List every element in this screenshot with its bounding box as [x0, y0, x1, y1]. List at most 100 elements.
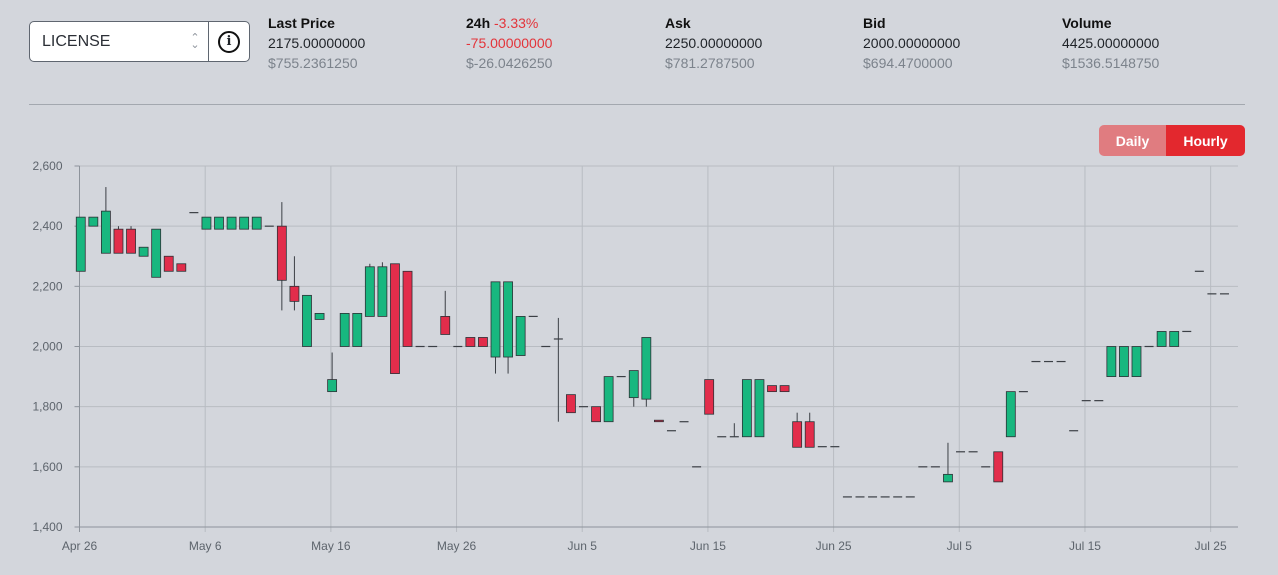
candle-body	[792, 421, 803, 448]
candle-body	[364, 266, 375, 317]
select-divider	[208, 22, 209, 61]
candle-body	[1106, 346, 1117, 377]
candle-body	[641, 337, 652, 400]
candle	[163, 255, 174, 272]
candle	[339, 313, 350, 347]
candle-body	[478, 337, 488, 347]
candle	[226, 216, 237, 230]
candle-body	[653, 419, 664, 423]
candle	[151, 228, 162, 278]
candle-body	[1119, 346, 1129, 377]
chevron-up-down-icon: ⌃ ⌄	[190, 31, 200, 51]
candle-body	[1169, 331, 1180, 347]
candle-body	[515, 316, 526, 356]
candle-body	[100, 210, 111, 254]
y-tick-label: 2,400	[32, 219, 62, 233]
stat-ask: Ask 2250.00000000 $781.2787500	[665, 13, 762, 73]
candle-body	[214, 216, 224, 230]
candle-body	[779, 385, 790, 393]
market-select[interactable]: LICENSE ⌃ ⌄ i	[29, 21, 250, 62]
daily-button[interactable]: Daily	[1099, 125, 1166, 156]
candle	[641, 337, 652, 407]
candle	[1005, 391, 1016, 438]
candle-body	[176, 263, 187, 272]
y-tick-label: 2,200	[32, 279, 62, 293]
candle	[754, 379, 765, 438]
candle	[478, 337, 488, 347]
y-tick-label: 2,600	[32, 159, 62, 173]
header-divider	[29, 104, 1245, 105]
y-tick-label: 1,600	[32, 460, 62, 474]
candle-body	[566, 394, 576, 414]
candle	[628, 370, 639, 407]
candle	[591, 406, 601, 423]
candle	[1119, 346, 1129, 377]
stat-value: 4425.00000000	[1062, 35, 1160, 51]
candle-body	[201, 216, 212, 230]
candle	[377, 262, 388, 317]
candle	[1131, 346, 1142, 377]
candle	[314, 313, 325, 320]
hourly-button[interactable]: Hourly	[1166, 125, 1245, 156]
candle	[201, 216, 212, 230]
candle-body	[1156, 331, 1167, 347]
market-select-value: LICENSE	[42, 32, 111, 50]
candle	[75, 216, 86, 272]
x-tick-label: Jun 15	[690, 539, 726, 553]
candle	[603, 376, 614, 423]
x-axis: Apr 26 May 6 May 16 May 26 Jun 5 Jun 15 Jun 25…	[62, 526, 1238, 553]
stat-value: 2250.00000000	[665, 35, 763, 51]
candle	[993, 451, 1004, 483]
stat-volume: Volume 4425.00000000 $1536.5148750	[1062, 13, 1159, 73]
x-tick-label: Apr 26	[62, 539, 98, 553]
candle	[465, 337, 476, 347]
stat-change-percent: -3.33%	[494, 15, 539, 31]
stat-label: 24h -3.33%	[466, 15, 539, 31]
candle-body	[402, 270, 413, 347]
candle-body	[754, 379, 765, 438]
candle-body	[704, 379, 715, 415]
y-tick-label: 1,800	[32, 400, 62, 414]
y-axis: 1,400 1,600 1,800 2,000 2,200 2,400 2,600	[32, 159, 80, 534]
candle-body	[88, 216, 99, 227]
candle	[214, 216, 224, 230]
candle	[138, 246, 149, 257]
candle	[566, 394, 576, 414]
candle	[792, 412, 803, 448]
info-button[interactable]: i	[209, 22, 249, 61]
candle	[943, 442, 953, 483]
x-tick-label: Jun 25	[816, 539, 852, 553]
candle	[767, 385, 777, 393]
candle	[553, 317, 563, 422]
candle-body	[339, 313, 350, 347]
stat-value: -75.00000000	[466, 35, 553, 51]
candle	[440, 290, 451, 335]
candle-body	[490, 281, 501, 358]
candle	[126, 226, 136, 254]
x-tick-label: May 16	[311, 539, 351, 553]
candle	[364, 263, 375, 317]
candle	[503, 281, 513, 374]
stat-usd: $-26.0426250	[466, 55, 553, 71]
candle	[352, 313, 363, 347]
x-tick-label: May 6	[189, 539, 222, 553]
stat-label: Ask	[665, 15, 691, 31]
stat-value: 2175.00000000	[268, 35, 366, 51]
stat-label: Volume	[1062, 15, 1112, 31]
stat-bid: Bid 2000.00000000 $694.4700000	[863, 13, 960, 73]
candle	[741, 379, 752, 438]
candle-body	[767, 385, 777, 393]
candle-body	[151, 228, 162, 278]
candle-body	[138, 246, 149, 257]
candle-body	[465, 337, 476, 347]
candle	[302, 294, 312, 347]
candle-body	[113, 228, 124, 254]
candle-body	[75, 216, 86, 272]
stat-last-price: Last Price 2175.00000000 $755.2361250	[268, 13, 365, 73]
candle	[176, 263, 187, 272]
y-tick-label: 2,000	[32, 340, 62, 354]
candle	[289, 256, 300, 311]
candle	[515, 316, 526, 356]
candle-body	[993, 451, 1004, 483]
